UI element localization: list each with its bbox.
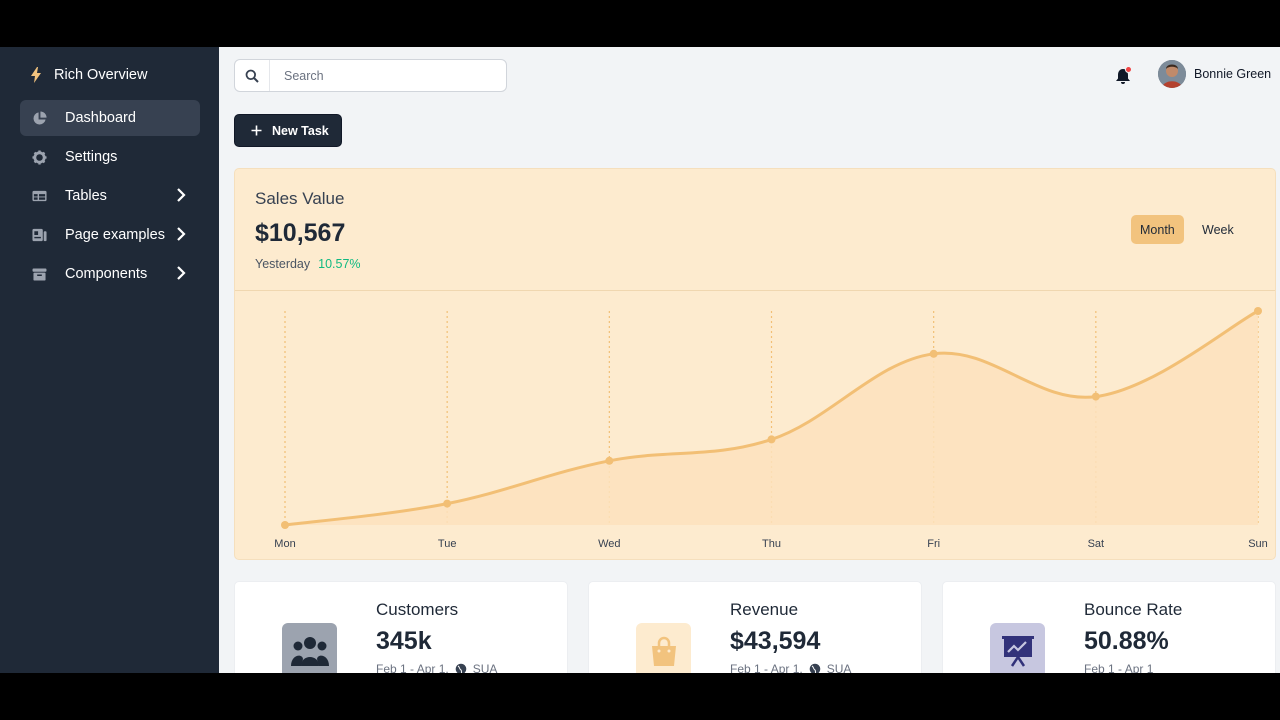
user-name: Bonnie Green	[1194, 67, 1272, 81]
sidebar-item-label: Components	[65, 266, 148, 282]
card-title: Bounce Rate	[1084, 600, 1183, 619]
shopping-bag-icon	[636, 623, 691, 673]
card-region: SUA	[826, 662, 852, 673]
app-window: Rich Overview Dashboard Settings Tables	[0, 47, 1280, 673]
new-task-button[interactable]: New Task	[234, 114, 342, 147]
card-region: SUA	[472, 662, 498, 673]
x-tick-label: Tue	[438, 538, 457, 550]
sidebar-item-dashboard[interactable]: Dashboard	[20, 100, 200, 136]
sidebar-item-page-examples[interactable]: Page examples	[20, 217, 200, 253]
bell-icon	[1116, 66, 1132, 84]
chevron-right-icon	[177, 188, 186, 202]
sales-period: Yesterday	[255, 257, 311, 271]
divider	[235, 290, 1275, 291]
sidebar-item-components[interactable]: Components	[20, 256, 200, 292]
x-tick-label: Fri	[927, 538, 940, 550]
card-date: Feb 1 - Apr 1,	[730, 662, 803, 673]
search-box[interactable]	[234, 59, 507, 92]
sales-value: $10,567	[255, 219, 346, 247]
gear-icon	[31, 149, 47, 165]
chart-area	[285, 311, 1258, 525]
data-point-sun[interactable]	[1254, 307, 1262, 315]
user-menu[interactable]: Bonnie Green	[1158, 60, 1271, 88]
x-tick-label: Sat	[1088, 538, 1105, 550]
sidebar-item-settings[interactable]: Settings	[20, 139, 200, 175]
lightning-icon	[31, 67, 41, 83]
sales-change: 10.57%	[318, 257, 361, 271]
sales-chart: Mon Tue Wed Thu Fri Sat Sun	[274, 307, 1268, 550]
card-date: Feb 1 - Apr 1,	[376, 662, 449, 673]
x-tick-label: Sun	[1248, 538, 1268, 550]
sidebar-item-label: Settings	[65, 149, 118, 165]
notification-dot	[1125, 66, 1132, 73]
stat-card-revenue: Revenue $43,594 Feb 1 - Apr 1, SUA	[588, 581, 922, 673]
presentation-chart-icon	[990, 623, 1045, 673]
chevron-right-icon	[177, 227, 186, 241]
x-tick-label: Mon	[274, 538, 295, 550]
sidebar-item-label: Page examples	[65, 227, 165, 243]
toggle-week[interactable]: Week	[1202, 222, 1234, 237]
x-tick-label: Wed	[598, 538, 620, 550]
sales-value-card: Sales Value $10,567 Yesterday 10.57% Mont…	[234, 168, 1276, 560]
pie-chart-icon	[31, 110, 47, 126]
archive-icon	[31, 266, 47, 282]
card-value: 50.88%	[1084, 627, 1169, 655]
notifications-button[interactable]	[1115, 66, 1133, 86]
new-task-label: New Task	[272, 123, 329, 138]
toggle-month[interactable]: Month	[1131, 215, 1184, 244]
data-point-thu[interactable]	[767, 435, 776, 444]
card-meta: Feb 1 - Apr 1, SUA	[376, 662, 497, 673]
data-point-wed[interactable]	[605, 456, 614, 465]
card-title: Customers	[376, 600, 459, 619]
card-meta: Feb 1 - Apr 1	[1084, 662, 1153, 673]
stat-card-customers: Customers 345k Feb 1 - Apr 1, SUA	[234, 581, 568, 673]
sales-period-row: Yesterday 10.57%	[255, 257, 361, 271]
data-point-sat[interactable]	[1091, 392, 1100, 401]
stat-card-bounce-rate: Bounce Rate 50.88% Feb 1 - Apr 1	[942, 581, 1276, 673]
table-icon	[31, 188, 47, 204]
card-value: 345k	[376, 627, 432, 655]
search-input[interactable]	[270, 60, 500, 91]
card-date: Feb 1 - Apr 1	[1084, 662, 1154, 673]
avatar	[1158, 60, 1186, 88]
search-icon	[235, 60, 270, 91]
plus-icon	[251, 125, 262, 136]
globe-icon	[809, 663, 821, 673]
data-point-fri[interactable]	[929, 349, 938, 358]
sidebar-item-label: Tables	[65, 188, 107, 204]
document-icon	[31, 227, 47, 243]
sidebar-item-label: Dashboard	[65, 110, 136, 126]
brand-title: Rich Overview	[54, 67, 148, 83]
card-value: $43,594	[730, 627, 821, 655]
data-point-tue[interactable]	[443, 499, 452, 508]
globe-icon	[455, 663, 467, 673]
brand[interactable]: Rich Overview	[30, 67, 147, 83]
data-point-mon[interactable]	[281, 521, 289, 529]
sidebar: Rich Overview Dashboard Settings Tables	[0, 47, 219, 673]
card-meta: Feb 1 - Apr 1, SUA	[730, 662, 851, 673]
users-icon	[282, 623, 337, 673]
main-content: Bonnie Green New Task Sales Value $10,56…	[220, 47, 1280, 673]
sales-title: Sales Value	[255, 189, 345, 208]
chevron-right-icon	[177, 266, 186, 280]
x-tick-label: Thu	[762, 538, 781, 550]
sidebar-item-tables[interactable]: Tables	[20, 178, 200, 214]
card-title: Revenue	[730, 600, 799, 619]
